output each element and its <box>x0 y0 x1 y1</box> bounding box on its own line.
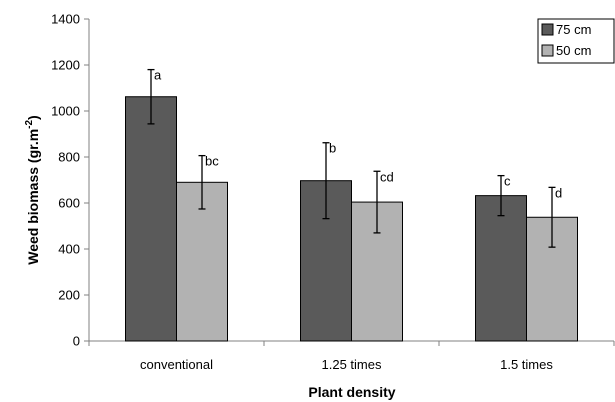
legend-swatch <box>541 44 554 57</box>
legend-swatch <box>541 23 554 36</box>
plot-area: 0200400600800100012001400conventionalabc… <box>51 12 615 372</box>
y-axis-title-sup: -2 <box>24 120 35 129</box>
y-tick-label: 800 <box>58 150 80 165</box>
y-tick-label: 0 <box>73 334 80 349</box>
bar <box>475 195 527 342</box>
bar <box>125 96 177 342</box>
x-category-label: 1.5 times <box>500 357 553 372</box>
significance-label: a <box>154 68 162 83</box>
y-tick-label: 1400 <box>51 12 80 27</box>
y-tick-label: 200 <box>58 288 80 303</box>
y-axis-title-main: Weed biomass (gr.m <box>25 129 41 265</box>
y-axis-title-tail: ) <box>25 115 41 120</box>
x-category-label: 1.25 times <box>322 357 382 372</box>
y-tick-label: 600 <box>58 196 80 211</box>
significance-label: bc <box>205 154 219 169</box>
y-axis-title: Weed biomass (gr.m-2) <box>24 115 41 264</box>
significance-label: b <box>329 141 336 156</box>
significance-label: c <box>504 174 511 189</box>
x-category-label: conventional <box>140 357 213 372</box>
y-tick-label: 400 <box>58 242 80 257</box>
legend-label: 50 cm <box>556 43 591 58</box>
significance-label: cd <box>380 169 394 184</box>
x-axis-title: Plant density <box>308 384 395 400</box>
legend-label: 75 cm <box>556 22 591 37</box>
significance-label: d <box>555 185 562 200</box>
y-tick-label: 1200 <box>51 58 80 73</box>
legend: 75 cm 50 cm <box>537 18 615 64</box>
y-tick-label: 1000 <box>51 104 80 119</box>
